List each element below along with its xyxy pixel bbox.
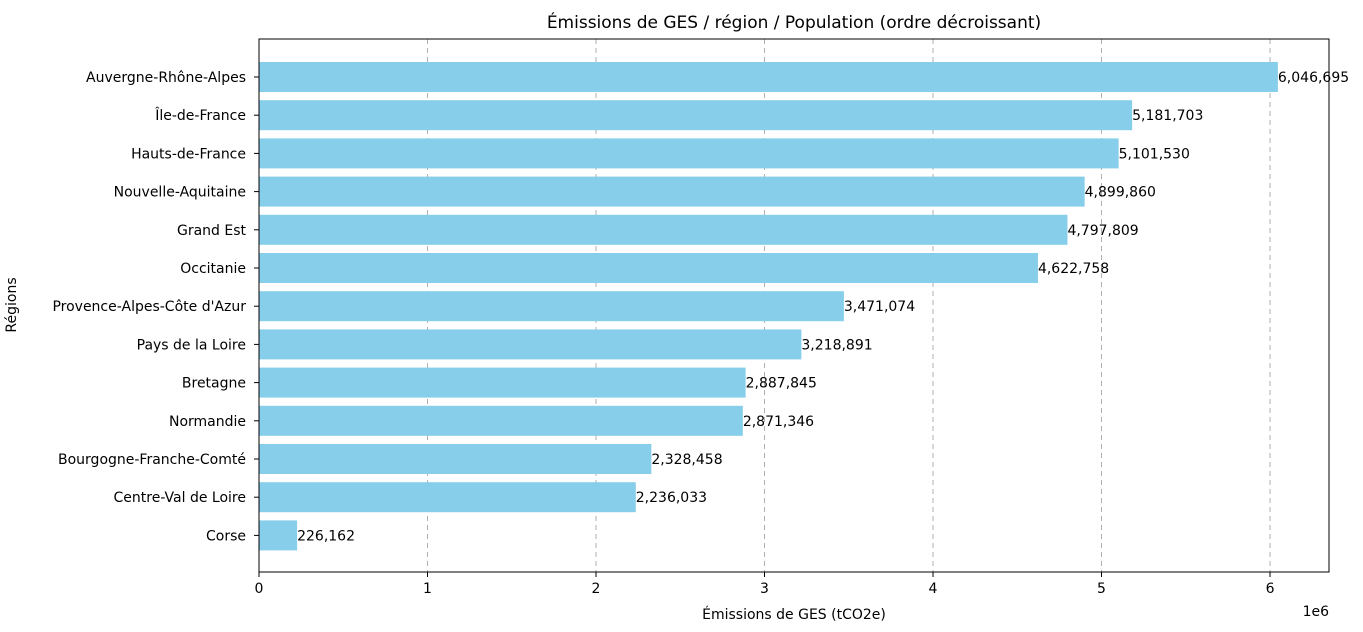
y-tick-label: Auvergne-Rhône-Alpes (86, 70, 246, 86)
bars (259, 62, 1278, 551)
plot-frame (258, 38, 1330, 573)
y-tick-label: Bourgogne-Franche-Comté (58, 452, 246, 468)
bar (259, 329, 802, 360)
bar (259, 138, 1119, 169)
x-tick-label: 1 (423, 581, 432, 597)
data-label: 4,899,860 (1085, 185, 1156, 201)
x-axis-ticks: 0 1 2 3 4 5 6 (255, 572, 1275, 597)
data-label: 3,218,891 (801, 337, 872, 353)
bar (259, 176, 1085, 207)
y-tick-label: Bretagne (182, 376, 246, 392)
data-label: 4,797,809 (1067, 223, 1138, 239)
data-label: 2,236,033 (636, 490, 707, 506)
y-tick-label: Pays de la Loire (137, 337, 246, 353)
y-tick-label: Occitanie (180, 261, 246, 277)
data-label: 2,887,845 (746, 376, 817, 392)
bar (259, 62, 1278, 92)
data-label: 5,101,530 (1119, 146, 1190, 162)
x-axis-label: Émissions de GES (tCO2e) (702, 606, 886, 623)
bar (259, 253, 1038, 283)
data-label: 5,181,703 (1132, 108, 1203, 124)
y-axis-ticks: Auvergne-Rhône-Alpes Île-de-France Hauts-d… (52, 70, 259, 544)
y-tick-label: Nouvelle-Aquitaine (114, 185, 246, 201)
x-tick-label: 6 (1266, 581, 1275, 597)
x-tick-label: 5 (1097, 581, 1106, 597)
data-label: 6,046,695 (1278, 70, 1349, 86)
bar (259, 444, 652, 474)
y-tick-label: Hauts-de-France (131, 146, 246, 162)
y-tick-label: Centre-Val de Loire (114, 490, 246, 506)
y-axis-label: Régions (4, 277, 20, 332)
data-label: 2,328,458 (651, 452, 722, 468)
y-tick-label: Provence-Alpes-Côte d'Azur (52, 299, 246, 315)
bar (259, 367, 746, 398)
data-labels: 6,046,695 5,181,703 5,101,530 4,899,860 4,79… (297, 70, 1349, 544)
bar (259, 482, 636, 513)
bar (259, 405, 743, 436)
x-tick-label: 2 (592, 581, 601, 597)
y-tick-label: Corse (206, 528, 246, 544)
bar (259, 291, 844, 322)
y-tick-label: Grand Est (177, 223, 247, 239)
bar (259, 100, 1133, 131)
x-tick-label: 0 (255, 581, 264, 597)
data-label: 3,471,074 (844, 299, 915, 315)
data-label: 4,622,758 (1038, 261, 1109, 277)
data-label: 226,162 (297, 528, 355, 544)
y-tick-label: Île-de-France (154, 106, 246, 124)
data-label: 2,871,346 (743, 414, 814, 430)
x-tick-label: 3 (760, 581, 769, 597)
x-tick-label: 4 (929, 581, 938, 597)
chart-title: Émissions de GES / région / Population (… (547, 11, 1041, 33)
y-tick-label: Normandie (169, 414, 246, 430)
x-axis-offset-label: 1e6 (1303, 604, 1330, 620)
bar (259, 214, 1068, 245)
bar (259, 520, 298, 551)
